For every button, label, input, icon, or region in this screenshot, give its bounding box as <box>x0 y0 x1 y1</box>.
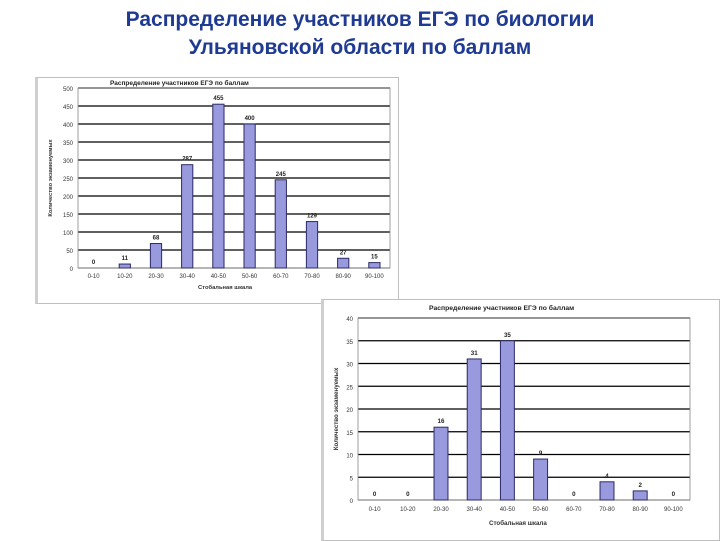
data-label: 0 <box>572 491 576 498</box>
x-tick-label: 0-10 <box>369 507 382 513</box>
bar <box>499 340 515 501</box>
bar <box>274 179 287 269</box>
data-label: 11 <box>122 256 129 262</box>
y-tick-label: 100 <box>63 231 74 237</box>
data-label: 35 <box>504 332 511 339</box>
bar <box>337 257 350 269</box>
bar <box>149 243 163 269</box>
y-tick-label: 50 <box>66 249 73 255</box>
y-tick-label: 350 <box>63 141 74 147</box>
x-tick-label: 90-100 <box>365 274 384 280</box>
bar <box>181 164 194 269</box>
y-tick-label: 400 <box>63 123 74 129</box>
plot-frame <box>357 317 691 501</box>
x-tick-label: 60-70 <box>273 274 289 280</box>
x-tick-label: 40-50 <box>211 274 227 280</box>
x-tick-label: 40-50 <box>500 507 516 513</box>
y-axis-label: Количество экзаменуемых <box>48 139 54 217</box>
x-tick-label: 80-90 <box>336 274 352 280</box>
data-label: 31 <box>471 350 478 357</box>
x-tick-label: 70-80 <box>599 507 615 513</box>
chart-overall-svg: Распределение участников ЕГЭ по баллам 0 5… <box>48 79 391 291</box>
chart-title: Распределение участников ЕГЭ по баллам <box>429 304 574 312</box>
data-label: 68 <box>153 236 160 242</box>
y-tick-label: 5 <box>350 476 354 482</box>
y-tick-label: 25 <box>346 385 353 391</box>
chart-subgroup-svg: Распределение участников ЕГЭ по баллам 0 5… <box>333 304 691 527</box>
x-tick-label: 10-20 <box>117 274 133 280</box>
x-tick-label: 10-20 <box>400 507 416 513</box>
slide-title-line2: Ульяновской области по баллам <box>188 36 532 59</box>
y-tick-label: 500 <box>63 87 74 93</box>
bar <box>533 458 549 501</box>
plot-frame <box>77 87 391 269</box>
x-tick-label: 50-60 <box>242 274 258 280</box>
data-label: 16 <box>438 418 445 425</box>
data-label: 0 <box>373 491 377 498</box>
data-label: 287 <box>182 157 193 163</box>
x-tick-label: 20-30 <box>433 507 449 513</box>
bar <box>212 103 225 269</box>
bar <box>599 481 615 501</box>
bar <box>305 221 319 269</box>
y-tick-label: 0 <box>70 267 74 273</box>
y-tick-label: 150 <box>63 213 74 219</box>
y-tick-label: 0 <box>350 499 354 505</box>
slide-title-line1: Распределение участников ЕГЭ по биологии <box>125 8 595 31</box>
x-axis-label: Стобальная шкала <box>198 284 253 291</box>
bar <box>632 490 648 501</box>
chart-overall: Распределение участников ЕГЭ по баллам 0 5… <box>35 77 399 304</box>
slide-title: Распределение участников ЕГЭ по биологии… <box>60 6 660 62</box>
x-tick-label: 30-40 <box>467 507 483 513</box>
data-label: 4 <box>605 473 609 480</box>
x-tick-label: 50-60 <box>533 507 549 513</box>
y-tick-label: 250 <box>63 177 74 183</box>
data-label: 15 <box>371 255 378 261</box>
bar <box>243 123 256 269</box>
y-tick-label: 450 <box>63 105 74 111</box>
y-tick-label: 15 <box>346 431 353 437</box>
bar <box>466 358 482 501</box>
bar <box>433 426 449 501</box>
data-label: 455 <box>213 96 224 102</box>
y-tick-label: 30 <box>346 363 353 369</box>
y-tick-label: 40 <box>346 317 353 323</box>
x-axis-label: Стобальная шкала <box>489 520 547 527</box>
data-label: 0 <box>406 491 410 498</box>
data-label: 245 <box>276 172 287 178</box>
x-tick-label: 90-100 <box>664 507 683 513</box>
data-label: 0 <box>92 260 96 266</box>
x-tick-label: 20-30 <box>148 274 164 280</box>
bar <box>118 263 131 269</box>
chart-title: Распределение участников ЕГЭ по баллам <box>110 79 249 87</box>
x-tick-label: 80-90 <box>633 507 649 513</box>
data-label: 400 <box>245 116 256 122</box>
y-axis-label: Количество экзаменуемых <box>333 367 340 450</box>
data-label: 0 <box>672 491 676 498</box>
y-tick-label: 200 <box>63 195 74 201</box>
x-tick-label: 70-80 <box>304 274 320 280</box>
data-label: 129 <box>307 214 318 220</box>
x-tick-label: 60-70 <box>566 507 582 513</box>
y-tick-label: 20 <box>346 408 353 414</box>
y-tick-label: 300 <box>63 159 74 165</box>
y-tick-label: 35 <box>346 340 353 346</box>
data-label: 27 <box>340 250 347 256</box>
data-label: 9 <box>539 450 543 457</box>
chart-subgroup: Распределение участников ЕГЭ по баллам 0 5… <box>321 299 720 541</box>
x-tick-label: 30-40 <box>180 274 196 280</box>
bar <box>368 262 381 269</box>
x-tick-label: 0-10 <box>88 274 101 280</box>
data-label: 2 <box>638 482 642 489</box>
y-tick-label: 10 <box>346 454 353 460</box>
